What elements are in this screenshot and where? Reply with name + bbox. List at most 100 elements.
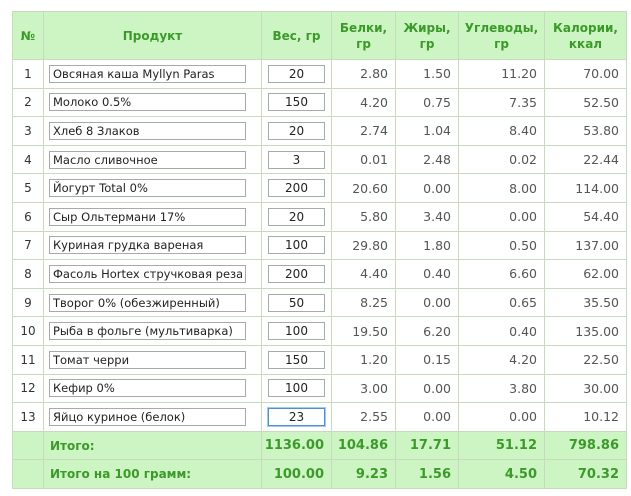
table-row: 1 2.80 1.50 11.20 70.00 xyxy=(12,59,627,89)
calories-value: 135.00 xyxy=(544,316,627,346)
carbs-value: 0.02 xyxy=(458,144,545,175)
weight-input[interactable] xyxy=(268,121,325,140)
per100-fat: 1.56 xyxy=(395,459,459,489)
weight-input[interactable] xyxy=(268,236,325,255)
protein-value: 2.80 xyxy=(331,59,396,89)
weight-input[interactable] xyxy=(268,264,325,283)
product-cell xyxy=(43,144,262,175)
product-cell xyxy=(43,201,262,232)
product-cell xyxy=(43,344,262,375)
fat-value: 0.15 xyxy=(395,344,459,375)
weight-cell xyxy=(261,87,332,118)
protein-value: 1.20 xyxy=(331,344,396,375)
product-input[interactable] xyxy=(49,322,246,341)
protein-value: 2.74 xyxy=(331,116,396,146)
product-input[interactable] xyxy=(49,121,246,140)
table-row: 10 19.50 6.20 0.40 135.00 xyxy=(12,316,627,346)
weight-input[interactable] xyxy=(268,350,325,369)
header-calories: Калории, ккал xyxy=(544,11,627,60)
row-number: 3 xyxy=(12,116,44,146)
row-number: 7 xyxy=(12,230,44,261)
nutrition-table: № Продукт Вес, гр Белки, гр Жиры, гр Угл… xyxy=(12,11,627,489)
product-cell xyxy=(43,173,262,203)
calories-value: 53.80 xyxy=(544,116,627,146)
per100-calories: 70.32 xyxy=(544,459,627,489)
header-fat-line2: гр xyxy=(419,36,435,51)
fat-value: 1.80 xyxy=(395,230,459,261)
header-fat: Жиры, гр xyxy=(395,11,459,60)
product-input[interactable] xyxy=(49,350,246,369)
calories-value: 52.50 xyxy=(544,87,627,118)
product-input[interactable] xyxy=(49,236,246,255)
weight-cell xyxy=(261,373,332,404)
product-input[interactable] xyxy=(49,379,246,398)
product-input[interactable] xyxy=(49,150,246,169)
product-input[interactable] xyxy=(49,179,246,198)
header-carbs: Углеводы, гр xyxy=(458,11,545,60)
calories-value: 30.00 xyxy=(544,373,627,404)
weight-input[interactable] xyxy=(268,207,325,226)
fat-value: 3.40 xyxy=(395,201,459,232)
calories-value: 62.00 xyxy=(544,259,627,289)
product-input[interactable] xyxy=(49,207,246,226)
product-input[interactable] xyxy=(49,264,246,283)
header-num: № xyxy=(12,11,44,60)
weight-cell xyxy=(261,173,332,203)
row-number: 12 xyxy=(12,373,44,404)
weight-cell xyxy=(261,230,332,261)
fat-value: 0.75 xyxy=(395,87,459,118)
total-num-empty xyxy=(12,430,44,461)
product-cell xyxy=(43,116,262,146)
product-cell xyxy=(43,259,262,289)
calories-value: 22.50 xyxy=(544,344,627,375)
table-row: 3 2.74 1.04 8.40 53.80 xyxy=(12,116,627,146)
header-calories-line1: Калории, xyxy=(553,20,618,35)
product-input[interactable] xyxy=(49,93,246,112)
fat-value: 2.48 xyxy=(395,144,459,175)
weight-cell xyxy=(261,59,332,89)
carbs-value: 11.20 xyxy=(458,59,545,89)
row-number: 4 xyxy=(12,144,44,175)
calories-value: 70.00 xyxy=(544,59,627,89)
total-protein: 104.86 xyxy=(331,430,396,461)
product-cell xyxy=(43,316,262,346)
per100-num-empty xyxy=(12,459,44,489)
table-row: 9 8.25 0.00 0.65 35.50 xyxy=(12,287,627,318)
fat-value: 0.00 xyxy=(395,173,459,203)
product-input[interactable] xyxy=(49,407,246,426)
product-cell xyxy=(43,402,262,432)
total-weight: 1136.00 xyxy=(261,430,332,461)
total-fat: 17.71 xyxy=(395,430,459,461)
carbs-value: 6.60 xyxy=(458,259,545,289)
weight-input[interactable] xyxy=(268,407,325,426)
weight-input[interactable] xyxy=(268,322,325,341)
calories-value: 22.44 xyxy=(544,144,627,175)
per100-label: Итого на 100 грамм: xyxy=(43,459,262,489)
weight-input[interactable] xyxy=(268,379,325,398)
product-cell xyxy=(43,287,262,318)
header-row: № Продукт Вес, гр Белки, гр Жиры, гр Угл… xyxy=(12,11,627,60)
weight-cell xyxy=(261,344,332,375)
weight-input[interactable] xyxy=(268,293,325,312)
product-cell xyxy=(43,59,262,89)
table-row: 5 20.60 0.00 8.00 114.00 xyxy=(12,173,627,203)
product-input[interactable] xyxy=(49,64,246,83)
product-input[interactable] xyxy=(49,293,246,312)
weight-cell xyxy=(261,201,332,232)
header-carbs-line2: гр xyxy=(494,36,509,51)
weight-input[interactable] xyxy=(268,93,325,112)
per100-weight: 100.00 xyxy=(261,459,332,489)
weight-input[interactable] xyxy=(268,179,325,198)
calories-value: 114.00 xyxy=(544,173,627,203)
row-number: 8 xyxy=(12,259,44,289)
weight-cell xyxy=(261,287,332,318)
weight-input[interactable] xyxy=(268,64,325,83)
fat-value: 1.04 xyxy=(395,116,459,146)
calories-value: 35.50 xyxy=(544,287,627,318)
weight-input[interactable] xyxy=(268,150,325,169)
carbs-value: 0.40 xyxy=(458,316,545,346)
per100-carbs: 4.50 xyxy=(458,459,545,489)
weight-cell xyxy=(261,144,332,175)
carbs-value: 3.80 xyxy=(458,373,545,404)
protein-value: 20.60 xyxy=(331,173,396,203)
